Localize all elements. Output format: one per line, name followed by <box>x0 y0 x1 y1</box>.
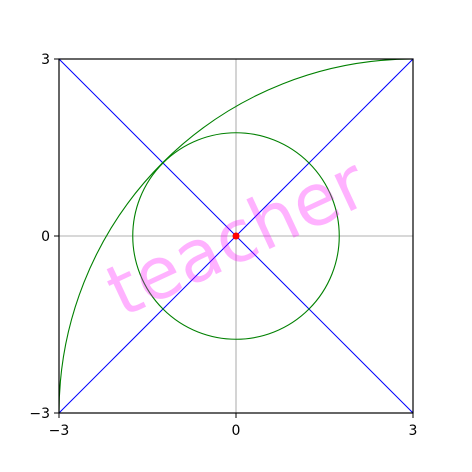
x-tick-label: 0 <box>232 423 241 439</box>
y-tick-label: −3 <box>29 406 50 422</box>
series-arc-3 <box>59 59 413 413</box>
series-circle-2 <box>132 132 340 340</box>
y-tick-label: 0 <box>41 229 50 245</box>
y-tick-label: 3 <box>41 52 50 68</box>
tick-labels: −3 0 3 −3 0 3 <box>29 52 417 439</box>
x-tick-label: 3 <box>409 423 418 439</box>
tick-marks <box>54 58 414 418</box>
plot-content <box>59 59 413 413</box>
series-point-4-0 <box>232 232 240 240</box>
x-tick-label: −3 <box>49 423 70 439</box>
